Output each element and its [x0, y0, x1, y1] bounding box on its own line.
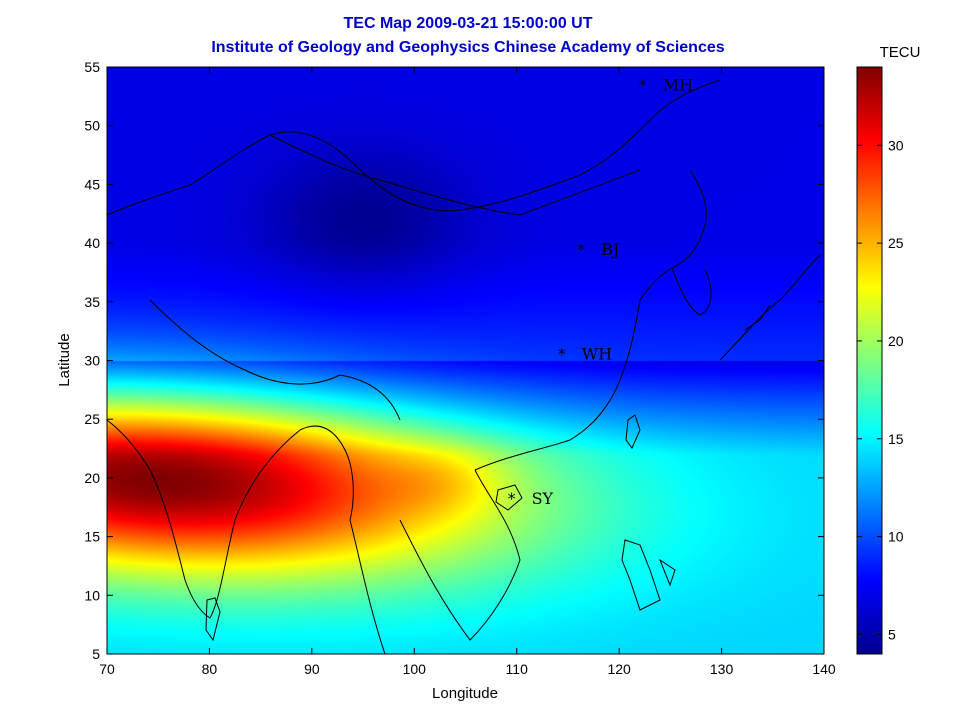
china-south-coast [474, 299, 641, 471]
mongolia-border [269, 134, 641, 216]
y-tick-label: 20 [84, 470, 100, 486]
y-tick-label: 55 [84, 59, 100, 75]
x-tick-label: 70 [99, 661, 115, 677]
y-tick-label: 10 [84, 587, 100, 603]
station-marker: * [558, 344, 566, 363]
y-tick-label: 25 [84, 411, 100, 427]
y-tick-label: 15 [84, 529, 100, 545]
korea-outline [671, 267, 712, 316]
colorbar-tick-label: 15 [888, 431, 904, 447]
y-tick-label: 40 [84, 235, 100, 251]
hainan-outline [495, 484, 523, 511]
x-tick-label: 140 [812, 661, 836, 677]
station-label: WH [582, 344, 612, 363]
x-axis-label: Longitude [432, 685, 498, 702]
philippines-outline [621, 539, 676, 611]
station-layer: * MH * BJ * WH * SY [508, 76, 693, 508]
station-label: MH [663, 76, 693, 95]
colorbar [856, 66, 883, 655]
station-marker: * [508, 489, 516, 508]
coastline-layer [107, 79, 821, 654]
x-tick-label: 90 [304, 661, 320, 677]
china-south-border [149, 299, 401, 421]
y-axis: 5 10 15 20 25 30 35 40 45 50 55 [84, 59, 824, 662]
japan-outline [719, 254, 821, 361]
india-coastline [107, 419, 301, 619]
y-tick-label: 30 [84, 353, 100, 369]
tec-heatmap [107, 67, 824, 654]
y-tick-label: 50 [84, 118, 100, 134]
x-tick-label: 110 [506, 661, 529, 677]
colorbar-tick-label: 25 [888, 235, 904, 251]
y-axis-label: Latitude [56, 333, 73, 386]
y-tick-label: 35 [84, 294, 100, 310]
y-tick-label: 5 [92, 646, 100, 662]
taiwan-outline [625, 414, 641, 449]
x-tick-label: 80 [202, 661, 218, 677]
colorbar-tick-label: 5 [888, 626, 896, 642]
indochina-coast [349, 469, 521, 654]
colorbar-tick-label: 30 [888, 137, 904, 153]
northern-border [107, 79, 721, 216]
colorbar-tick-label: 10 [888, 529, 904, 545]
x-tick-label: 120 [607, 661, 631, 677]
station-label: SY [532, 489, 554, 508]
colorbar-label: TECU [880, 44, 921, 61]
station-marker: * [577, 240, 585, 259]
x-tick-label: 100 [403, 661, 427, 677]
colorbar-ticks: 5 10 15 20 25 30 [857, 137, 904, 642]
x-axis: 70 80 90 100 110 120 130 140 [99, 67, 836, 677]
station-label: BJ [601, 240, 619, 259]
china-east-coast [639, 169, 707, 301]
tec-field-layer: * MH * BJ * WH * SY [107, 67, 824, 654]
map-subtitle: Institute of Geology and Geophysics Chin… [211, 39, 725, 56]
sri-lanka-outline [205, 597, 221, 642]
x-tick-label: 130 [710, 661, 734, 677]
bay-of-bengal-coast [299, 425, 354, 521]
colorbar-tick-label: 20 [888, 333, 904, 349]
y-tick-label: 45 [84, 176, 100, 192]
map-title: TEC Map 2009-03-21 15:00:00 UT [343, 15, 593, 32]
station-marker: * [639, 76, 647, 95]
